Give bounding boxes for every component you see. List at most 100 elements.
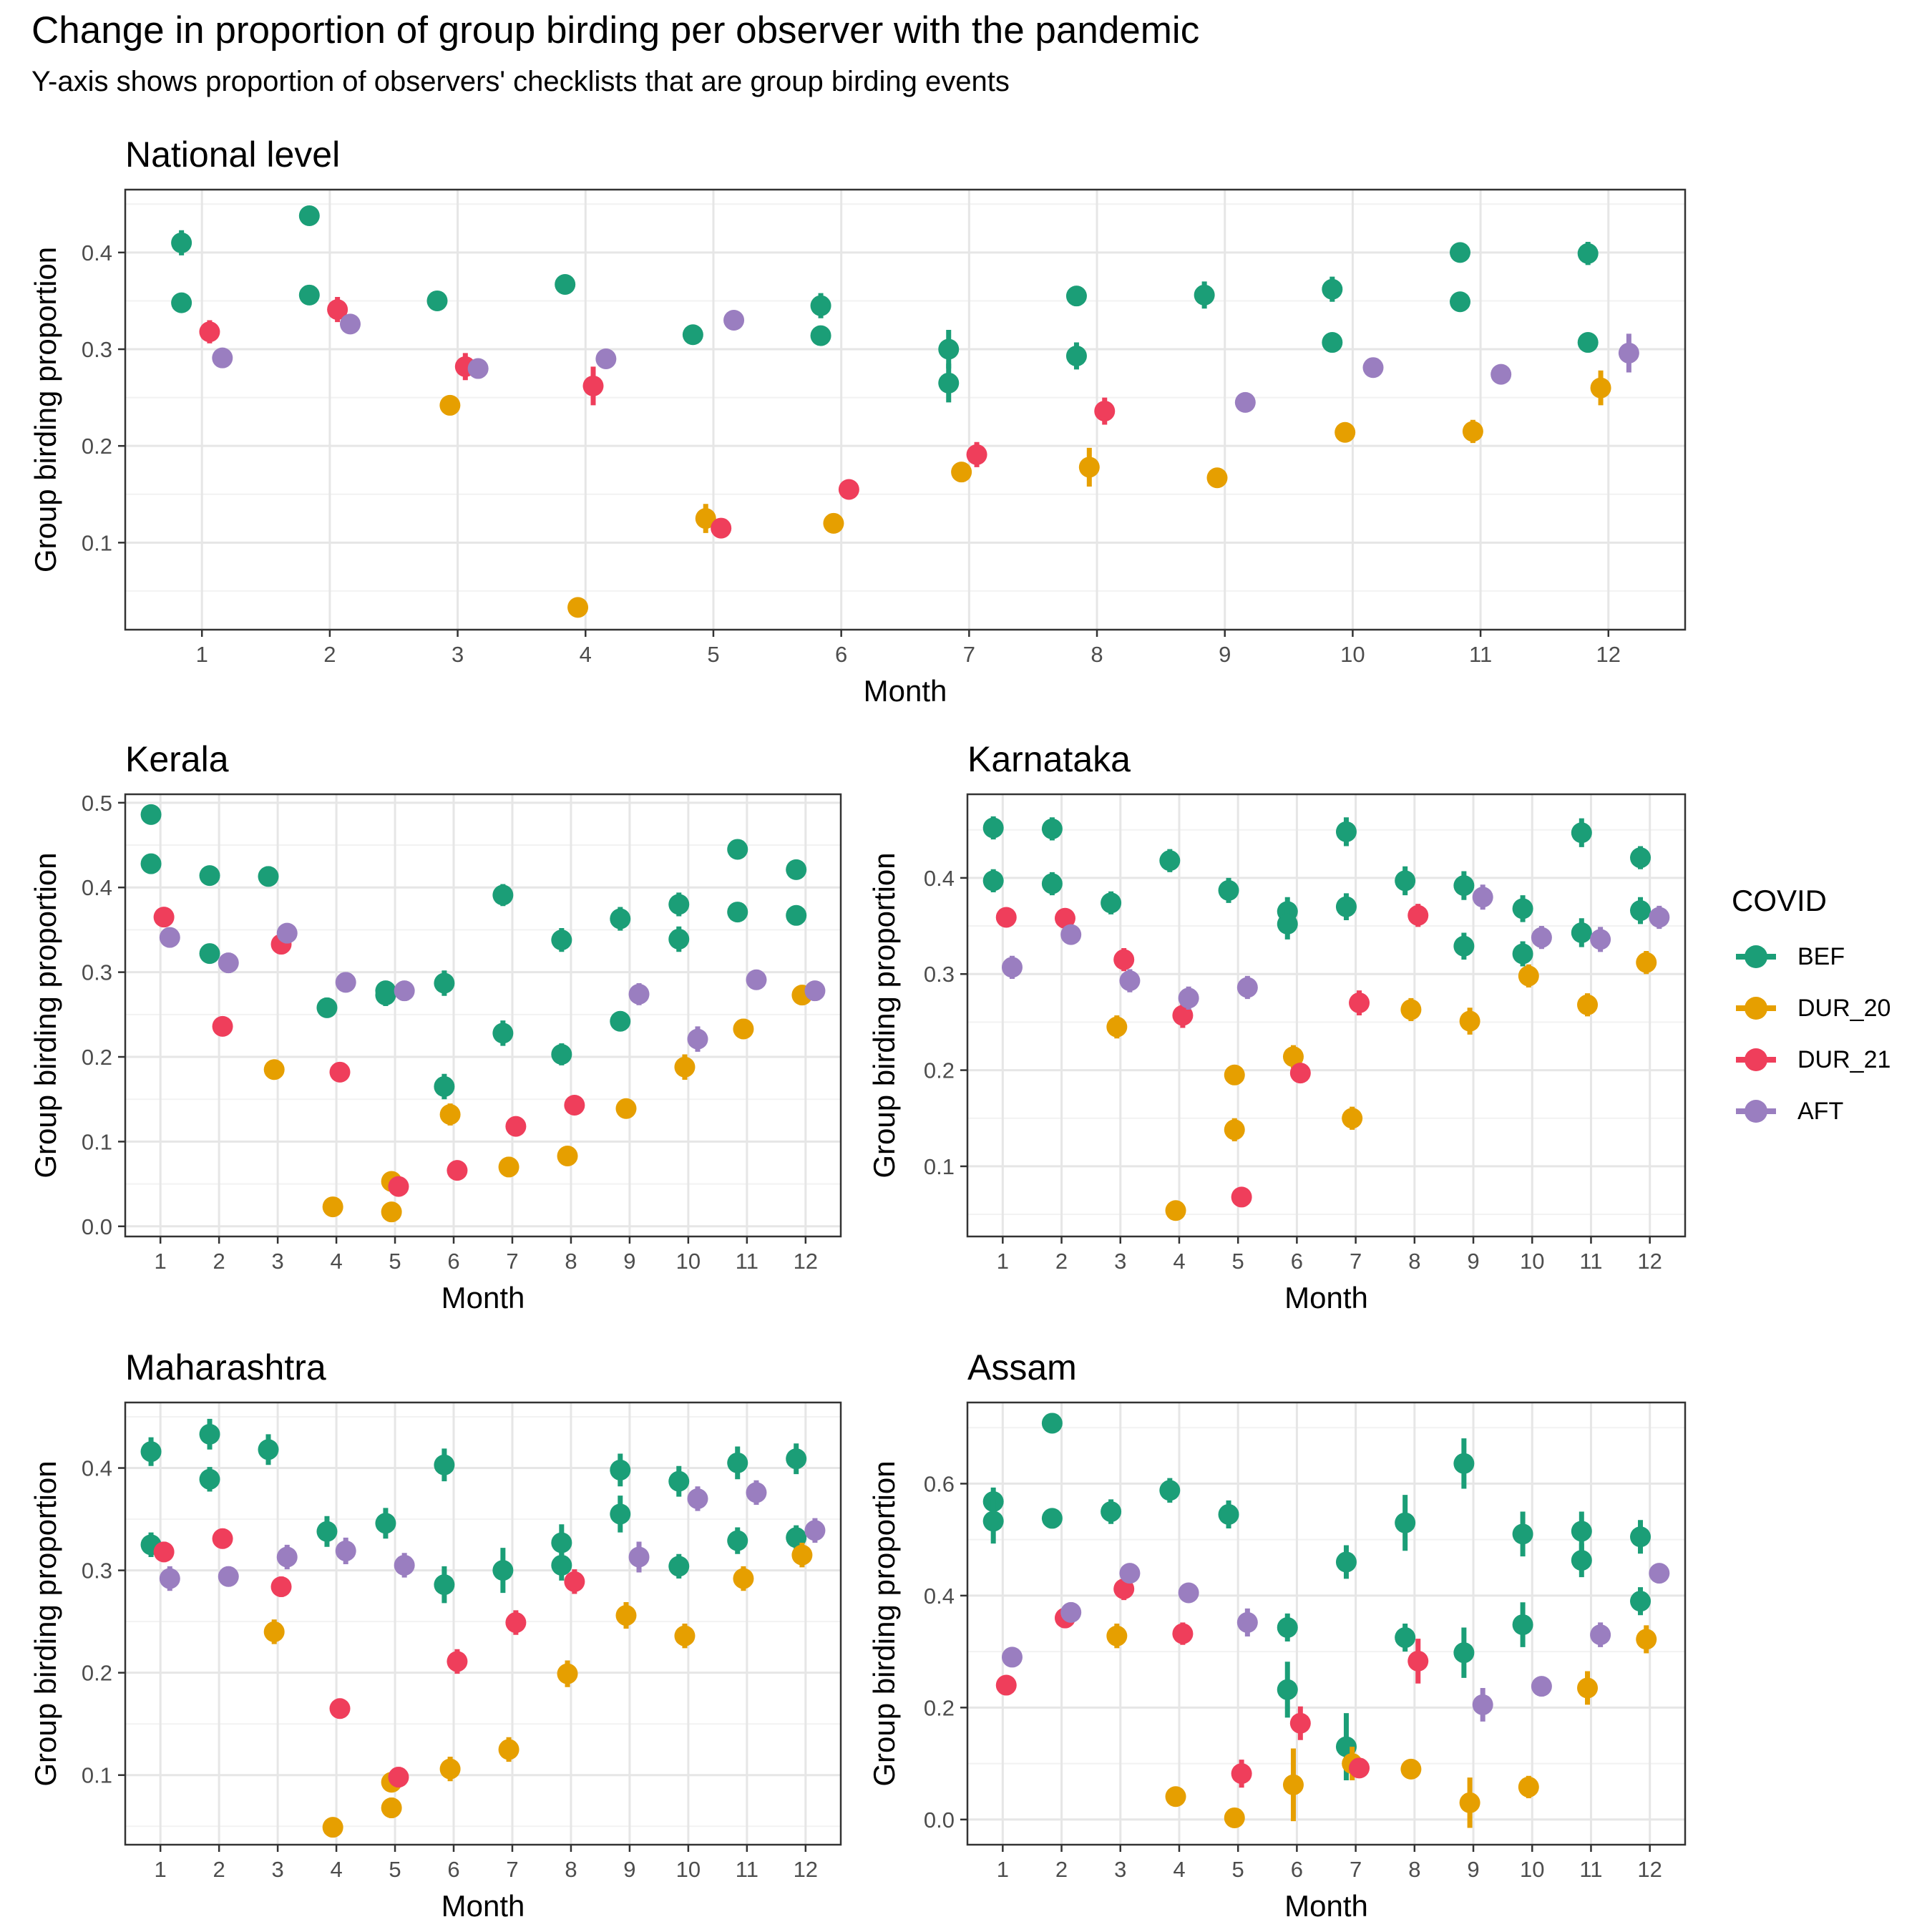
data-point xyxy=(1282,1046,1304,1068)
data-point xyxy=(140,1441,162,1463)
y-tick-label: 0.4 xyxy=(82,875,112,900)
y-axis-label: Group birding proportion xyxy=(867,1460,901,1786)
x-tick-label: 3 xyxy=(271,1857,283,1882)
x-tick-label: 8 xyxy=(1091,642,1103,667)
panel-karnataka: 0.10.20.30.41 2 3 4 5 6 7 8 9 10 11 12KarnatakaMont… xyxy=(867,739,1687,1314)
series-aft xyxy=(159,922,826,1052)
data-point xyxy=(1512,943,1533,965)
data-point xyxy=(1512,1523,1533,1545)
series-aft xyxy=(1001,884,1670,1010)
data-point xyxy=(982,817,1004,839)
data-point xyxy=(434,972,455,994)
data-point xyxy=(434,1075,455,1097)
data-point xyxy=(1224,1807,1245,1828)
panel-border xyxy=(124,793,842,1238)
data-point xyxy=(1630,847,1652,869)
series-aft xyxy=(1001,1563,1670,1722)
x-tick-label: 12 xyxy=(794,1249,818,1274)
data-point xyxy=(1119,1563,1141,1584)
data-point xyxy=(615,1098,637,1119)
data-point xyxy=(199,1468,220,1490)
x-tick-label: 1 xyxy=(997,1249,1009,1274)
x-tick-label: 4 xyxy=(580,642,592,667)
data-point xyxy=(1571,1550,1592,1571)
data-point xyxy=(212,1015,233,1037)
y-tick-label: 0.0 xyxy=(82,1214,112,1239)
data-point xyxy=(375,1513,396,1534)
data-point xyxy=(467,358,489,379)
data-point xyxy=(1462,421,1483,442)
y-tick-label: 0.3 xyxy=(924,962,955,987)
x-tick-label: 1 xyxy=(196,642,208,667)
data-point xyxy=(1277,1616,1298,1638)
y-tick-label: 0.1 xyxy=(82,1129,112,1154)
y-tick-label: 0.3 xyxy=(82,1558,112,1584)
data-point xyxy=(1065,345,1087,366)
data-point xyxy=(810,295,831,316)
x-tick-label: 1 xyxy=(155,1249,167,1274)
x-tick-label: 1 xyxy=(155,1857,167,1882)
data-point xyxy=(1094,401,1116,422)
x-tick-label: 5 xyxy=(1232,1857,1244,1882)
data-point xyxy=(595,348,617,370)
y-tick-label: 0.1 xyxy=(924,1154,955,1179)
y-tick-label: 0.3 xyxy=(82,960,112,985)
data-point xyxy=(1178,1582,1199,1604)
x-axis-label: Month xyxy=(441,1889,525,1923)
panel-border xyxy=(966,1401,1687,1846)
data-point xyxy=(1277,1679,1298,1700)
data-point xyxy=(199,321,220,343)
series-dur-21 xyxy=(153,1528,585,1788)
data-point xyxy=(687,1488,708,1509)
data-point xyxy=(381,1797,402,1818)
data-point xyxy=(1224,1119,1245,1141)
panel-background xyxy=(967,794,1685,1236)
data-point xyxy=(1571,1521,1592,1542)
x-tick-label: 9 xyxy=(623,1857,635,1882)
x-tick-label: 7 xyxy=(506,1249,518,1274)
data-point xyxy=(1400,1758,1422,1780)
data-point xyxy=(1400,999,1422,1020)
data-point xyxy=(557,1663,578,1684)
legend-label-dur-21: DUR_21 xyxy=(1797,1045,1891,1073)
data-point xyxy=(1060,1601,1082,1623)
data-point xyxy=(1349,992,1370,1014)
data-point xyxy=(1590,929,1611,950)
series-bef xyxy=(982,1413,1652,1781)
panel-border xyxy=(124,188,1687,631)
legend-label-dur-20: DUR_20 xyxy=(1797,994,1891,1022)
data-point xyxy=(1172,1623,1194,1644)
data-point xyxy=(786,859,807,880)
legend-key-dur-21 xyxy=(1732,1045,1780,1074)
data-point xyxy=(1218,879,1239,901)
data-point xyxy=(727,1452,748,1473)
series-aft xyxy=(212,309,1639,413)
series-aft xyxy=(159,1480,826,1591)
data-point xyxy=(1630,1591,1652,1612)
data-point xyxy=(1289,1063,1311,1084)
data-point xyxy=(1113,1578,1135,1599)
data-point xyxy=(505,1116,527,1137)
data-point xyxy=(727,839,748,860)
data-point xyxy=(388,1176,409,1197)
x-tick-label: 8 xyxy=(1408,1249,1420,1274)
y-axis-label: Group birding proportion xyxy=(29,852,62,1178)
data-point xyxy=(1106,1625,1128,1646)
x-axis-label: Month xyxy=(864,674,947,708)
data-point xyxy=(982,870,1004,892)
data-point xyxy=(218,952,239,974)
data-point xyxy=(582,375,604,396)
x-tick-label: 2 xyxy=(1055,1857,1068,1882)
data-point xyxy=(335,1540,356,1561)
data-point xyxy=(140,853,162,874)
data-point xyxy=(711,517,732,539)
x-tick-label: 3 xyxy=(1114,1857,1126,1882)
data-point xyxy=(786,1448,807,1470)
y-tick-label: 0.1 xyxy=(82,530,112,555)
data-point xyxy=(339,313,361,335)
data-point xyxy=(1159,1480,1181,1501)
x-tick-label: 4 xyxy=(330,1857,342,1882)
data-point xyxy=(1649,907,1670,928)
